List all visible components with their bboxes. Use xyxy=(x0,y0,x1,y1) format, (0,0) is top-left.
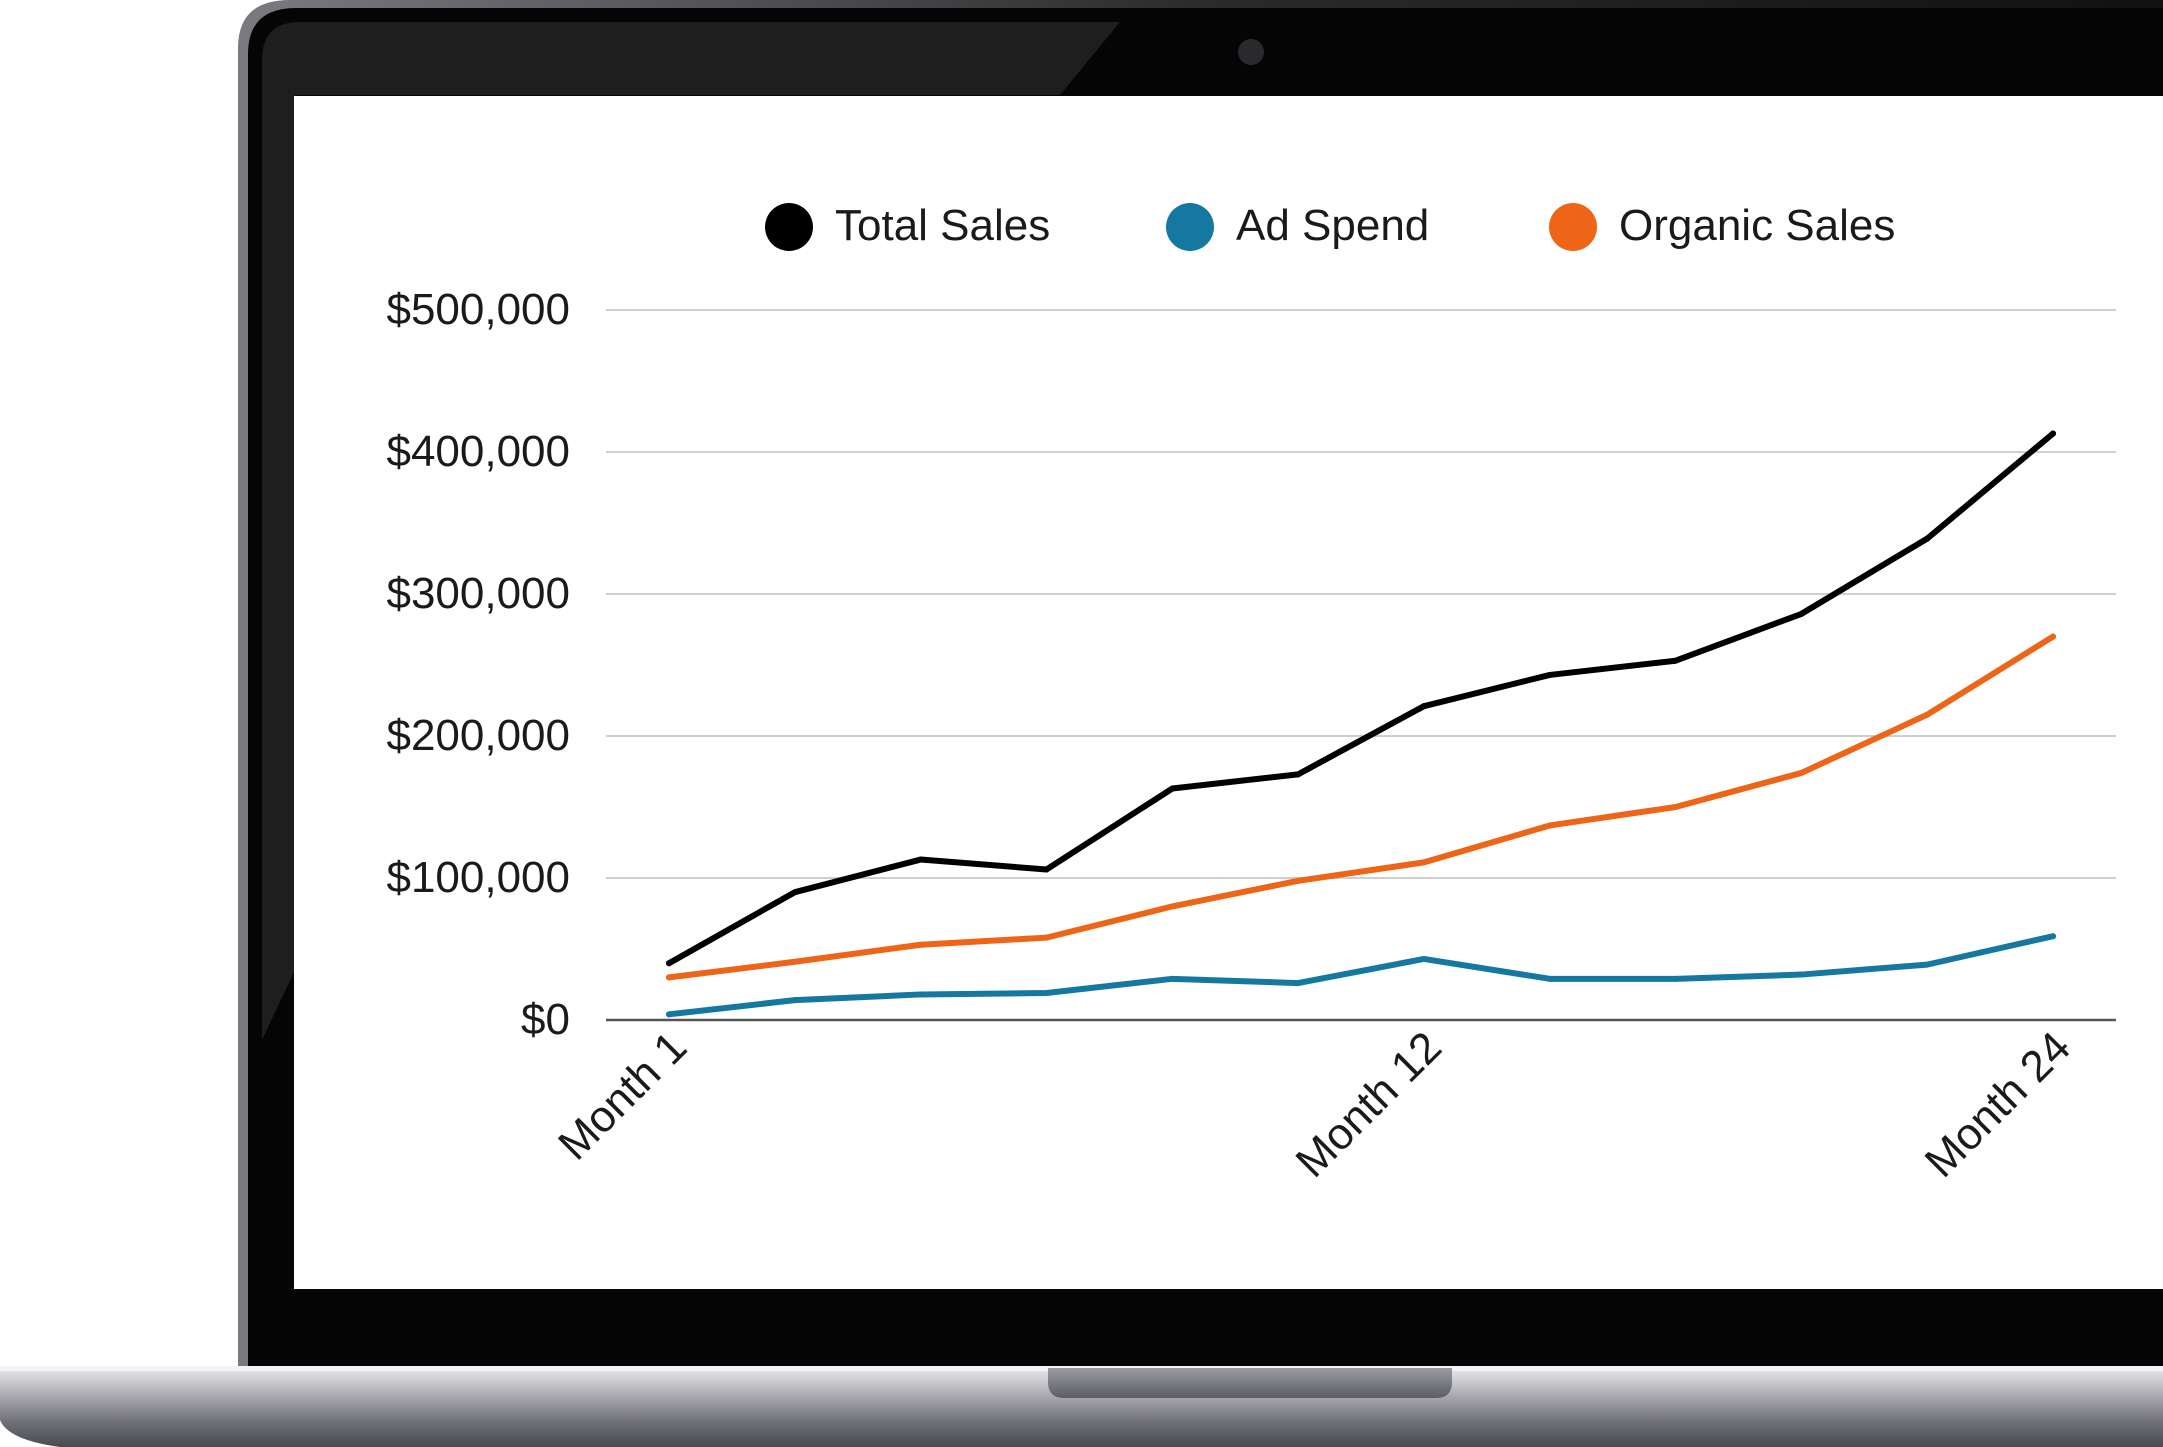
line-chart: Total Sales Ad Spend Organic Sales $500,00… xyxy=(386,201,2116,1187)
data-point-organic-sales xyxy=(1295,877,1302,884)
data-point-total-sales xyxy=(666,960,672,967)
screen xyxy=(294,96,2163,1289)
data-point-organic-sales xyxy=(1420,859,1427,866)
data-point-total-sales xyxy=(2050,430,2056,437)
data-point-ad-spend xyxy=(1295,980,1302,987)
data-point-ad-spend xyxy=(1672,975,1679,982)
y-axis-tick-labels: $500,000 $400,000 $300,000 $200,000 $100,000… xyxy=(386,285,570,1044)
legend-item-ad-spend: Ad Spend xyxy=(1166,201,1429,251)
chart-series xyxy=(666,430,2056,1018)
data-point-total-sales xyxy=(1295,771,1302,778)
legend-marker xyxy=(765,203,813,251)
data-point-organic-sales xyxy=(1043,934,1050,941)
data-point-total-sales xyxy=(1924,535,1931,542)
data-point-organic-sales xyxy=(791,958,798,965)
y-tick-label: $500,000 xyxy=(386,285,570,334)
y-tick-label: $100,000 xyxy=(386,853,570,902)
data-point-ad-spend xyxy=(791,997,798,1004)
y-tick-label: $300,000 xyxy=(386,569,570,618)
webcam-icon xyxy=(1238,39,1264,65)
y-tick-label: $400,000 xyxy=(386,427,570,476)
chart-legend: Total Sales Ad Spend Organic Sales xyxy=(765,201,1895,251)
y-tick-label: $0 xyxy=(521,995,570,1044)
data-point-total-sales xyxy=(1043,866,1050,873)
data-point-organic-sales xyxy=(1924,711,1931,718)
trackpad-notch xyxy=(1048,1368,1452,1398)
series-line-total-sales xyxy=(666,430,2056,967)
data-point-organic-sales xyxy=(1169,903,1176,910)
legend-item-organic-sales: Organic Sales xyxy=(1549,201,1895,251)
data-point-organic-sales xyxy=(1798,769,1805,776)
data-point-ad-spend xyxy=(1420,955,1427,962)
data-point-ad-spend xyxy=(917,991,924,998)
data-point-ad-spend xyxy=(666,1011,672,1018)
data-point-organic-sales xyxy=(2050,633,2056,640)
data-point-organic-sales xyxy=(1672,804,1679,810)
y-tick-label: $200,000 xyxy=(386,711,570,760)
data-point-organic-sales xyxy=(917,941,924,948)
data-point-total-sales xyxy=(1169,785,1176,792)
data-point-total-sales xyxy=(1420,703,1427,710)
base-deck xyxy=(0,1368,2163,1447)
legend-label: Ad Spend xyxy=(1236,201,1429,250)
data-point-organic-sales xyxy=(1546,822,1553,829)
laptop-base xyxy=(0,1366,2163,1447)
data-point-ad-spend xyxy=(1043,990,1050,997)
data-point-ad-spend xyxy=(1169,975,1176,982)
data-point-ad-spend xyxy=(1546,975,1553,982)
data-point-total-sales xyxy=(1546,671,1553,678)
series-line-organic-sales xyxy=(666,633,2056,981)
data-point-total-sales xyxy=(791,889,798,896)
data-point-ad-spend xyxy=(2050,933,2056,940)
legend-label: Organic Sales xyxy=(1619,201,1895,250)
data-point-ad-spend xyxy=(1798,971,1805,978)
data-point-ad-spend xyxy=(1924,961,1931,968)
data-point-total-sales xyxy=(1798,610,1805,617)
data-point-total-sales xyxy=(917,856,924,863)
legend-marker xyxy=(1166,203,1214,251)
data-point-organic-sales xyxy=(666,974,672,981)
legend-label: Total Sales xyxy=(835,201,1050,250)
legend-item-total-sales: Total Sales xyxy=(765,201,1050,251)
series-line-ad-spend xyxy=(666,933,2056,1018)
data-point-total-sales xyxy=(1672,657,1679,664)
legend-marker xyxy=(1549,203,1597,251)
